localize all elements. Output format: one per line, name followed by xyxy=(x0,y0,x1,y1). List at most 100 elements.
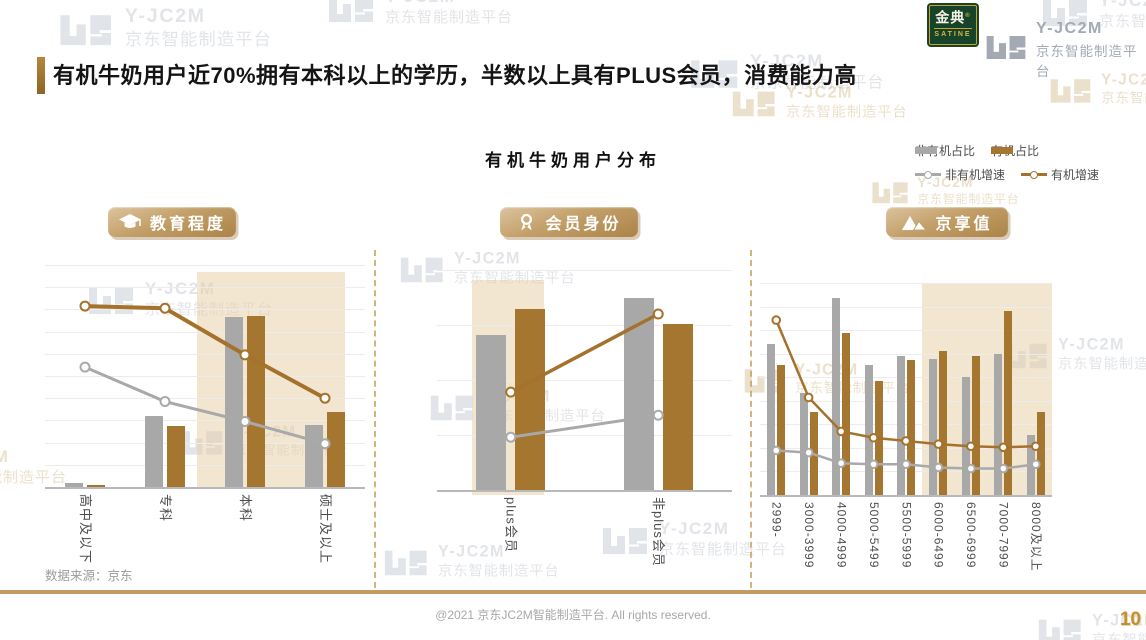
x-axis-label: 3000-3999 xyxy=(801,502,816,569)
bar-organic xyxy=(662,323,693,490)
line-marker xyxy=(505,386,517,398)
line-marker xyxy=(1030,441,1041,452)
x-axis-label: 非plus会员 xyxy=(651,497,667,567)
section-header-membership: 会员身份 xyxy=(500,207,638,237)
line-marker xyxy=(901,459,911,470)
slide-title: 有机牛奶用户近70%拥有本科以上的学历，半数以上具有PLUS会员，消费能力高 xyxy=(53,63,857,88)
line-marker xyxy=(79,361,91,373)
jc2m-logo-line1: Y-JC2M xyxy=(1036,20,1103,37)
gridline xyxy=(760,330,1052,332)
line-marker xyxy=(901,436,911,446)
legend-label: 有机增速 xyxy=(1051,168,1100,182)
x-axis-label: plus会员 xyxy=(503,497,519,553)
satine-logo-name: 金典® xyxy=(935,9,971,26)
gridline xyxy=(760,471,1052,473)
gridline xyxy=(45,464,365,466)
x-axis-label: 6500-6999 xyxy=(964,502,979,569)
gridline xyxy=(760,424,1052,426)
line-marker xyxy=(652,308,664,320)
x-axis-label: 5000-5499 xyxy=(866,502,881,569)
bar-nonorganic xyxy=(897,356,905,495)
gridline xyxy=(45,287,365,289)
line-marker xyxy=(319,438,331,450)
bar-nonorganic xyxy=(225,317,243,487)
data-source-note: 数据来源：京东 xyxy=(45,569,133,583)
x-axis-label: 6000-6499 xyxy=(931,502,946,569)
line-marker xyxy=(836,426,846,437)
x-axis-label: 高中及以下 xyxy=(77,494,93,565)
section-header-jingxiang: 京享值 xyxy=(886,207,1008,237)
gridline xyxy=(45,353,365,355)
line-marker xyxy=(803,392,814,403)
line-marker xyxy=(998,463,1009,474)
bar-nonorganic xyxy=(994,354,1003,495)
gridline xyxy=(437,270,732,271)
legend-label: 非有机增速 xyxy=(945,168,1006,182)
legend-swatch-organic-bar xyxy=(991,147,1014,154)
bar-nonorganic xyxy=(799,393,808,495)
gridline xyxy=(760,447,1052,449)
chart-membership: plus会员 非plus会员 xyxy=(437,270,732,590)
gridline xyxy=(45,376,365,377)
x-axis-label: 8000及以上 xyxy=(1029,502,1044,572)
line-marker xyxy=(159,302,171,314)
line-marker xyxy=(998,442,1009,453)
legend-item-nonorganic-growth: 非有机增速 xyxy=(915,166,1005,183)
section-title: 会员身份 xyxy=(545,216,622,233)
gridline xyxy=(437,380,732,381)
gridline xyxy=(760,306,1052,308)
line-marker xyxy=(966,441,976,452)
growth-lines xyxy=(505,308,664,443)
bar-organic xyxy=(939,350,948,495)
satine-logo: 金典® SATINE xyxy=(927,3,979,47)
chart-title: 有机牛奶用户分布 xyxy=(485,151,661,170)
registered-mark: ® xyxy=(965,13,971,19)
graduation-cap-icon xyxy=(118,214,141,228)
satine-logo-divider xyxy=(934,27,972,29)
gridline xyxy=(760,400,1052,402)
x-axis-label: 4000-4999 xyxy=(834,502,849,569)
legend-item-nonorganic-share: 非有机占比 xyxy=(915,142,975,159)
organic-growth-line xyxy=(509,312,660,394)
satine-logo-frame: 金典® SATINE xyxy=(929,5,977,45)
growth-lines xyxy=(79,300,331,450)
line-marker xyxy=(652,409,664,421)
nonorganic-growth-line xyxy=(84,365,326,446)
line-marker xyxy=(79,300,91,312)
legend-swatch-organic-line xyxy=(1021,170,1048,179)
line-marker xyxy=(159,396,171,408)
bar-organic xyxy=(777,364,786,495)
gridline xyxy=(760,353,1052,355)
line-marker xyxy=(319,392,331,404)
x-axis-label: 7000-7999 xyxy=(996,502,1011,569)
gridline xyxy=(45,309,365,311)
bar-nonorganic xyxy=(961,377,970,495)
legend-item-organic-growth: 有机增速 xyxy=(1021,166,1099,183)
line-marker xyxy=(933,439,944,449)
jc2m-logo-icon xyxy=(984,29,1028,71)
line-marker xyxy=(771,445,782,456)
bar-organic xyxy=(87,484,105,487)
bar-organic xyxy=(971,356,980,495)
gridline xyxy=(45,265,365,266)
bar-nonorganic xyxy=(476,334,507,490)
line-marker xyxy=(505,431,517,443)
gridline xyxy=(45,420,365,422)
jc2m-logo-line2: 京东智能制造平台 xyxy=(1036,44,1138,79)
section-title: 京享值 xyxy=(935,216,993,233)
line-marker xyxy=(239,349,251,361)
satine-logo-subtitle: SATINE xyxy=(934,30,972,38)
legend-item-organic-share: 有机占比 xyxy=(991,142,1039,159)
line-marker xyxy=(836,458,846,468)
x-axis-label: 2999- xyxy=(769,502,784,538)
gridline xyxy=(45,442,365,444)
panel-divider xyxy=(750,250,752,588)
bar-nonorganic xyxy=(145,415,163,487)
line-marker xyxy=(1030,459,1041,470)
page-number: 10 xyxy=(1119,609,1141,630)
bar-nonorganic xyxy=(864,364,873,495)
chart-legend: 非有机占比 有机占比 非有机增速 有机增速 xyxy=(915,142,1115,190)
growth-lines xyxy=(771,315,1041,474)
